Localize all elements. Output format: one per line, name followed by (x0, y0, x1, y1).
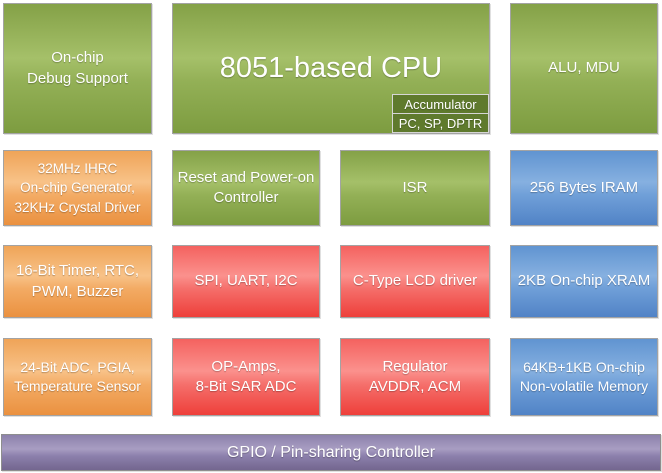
block-label: C-Type LCD driver (352, 272, 478, 290)
block-isr: ISR (340, 150, 490, 226)
block-nvm: 64KB+1KB On-chip Non-volatile Memory (510, 338, 658, 416)
cpu-label: 8051-based CPU (219, 51, 443, 84)
block-label: GPIO / Pin-sharing Controller (226, 443, 436, 461)
block-reset-controller: Reset and Power-on Controller (172, 150, 320, 226)
block-gpio-controller: GPIO / Pin-sharing Controller (1, 434, 661, 471)
block-opamps-sar-adc: OP-Amps, 8-Bit SAR ADC (172, 338, 320, 416)
block-label: 256 Bytes IRAM (529, 178, 639, 196)
block-label: 64KB+1KB On-chip Non-volatile Memory (519, 359, 649, 394)
block-label: 32MHz IHRC On-chip Generator, 32KHz Crys… (14, 160, 141, 215)
block-label: 16-Bit Timer, RTC, PWM, Buzzer (15, 262, 140, 300)
accumulator-label: Accumulator (404, 96, 477, 112)
block-label: OP-Amps, 8-Bit SAR ADC (195, 357, 297, 395)
block-label: ISR (402, 178, 428, 196)
block-alu-mdu: ALU, MDU (510, 3, 658, 134)
registers-box: PC, SP, DPTR (392, 113, 489, 133)
block-iram: 256 Bytes IRAM (510, 150, 658, 226)
block-label: 24-Bit ADC, PGIA, Temperature Sensor (14, 359, 141, 394)
cpu-register-group: Accumulator PC, SP, DPTR (392, 94, 489, 133)
block-label: ALU, MDU (548, 59, 620, 77)
block-8051-cpu: 8051-based CPU Accumulator PC, SP, DPTR (172, 3, 490, 134)
block-label: SPI, UART, I2C (194, 272, 298, 290)
block-lcd-driver: C-Type LCD driver (340, 245, 490, 318)
block-label: 2KB On-chip XRAM (517, 272, 651, 290)
block-spi-uart-i2c: SPI, UART, I2C (172, 245, 320, 318)
registers-label: PC, SP, DPTR (398, 115, 483, 131)
block-label: Reset and Power-on Controller (177, 168, 315, 206)
block-on-chip-debug-support: On-chip Debug Support (3, 3, 152, 134)
block-adc-pgia-temp: 24-Bit ADC, PGIA, Temperature Sensor (3, 338, 152, 416)
accumulator-box: Accumulator (392, 94, 489, 114)
block-regulator: Regulator AVDDR, ACM (340, 338, 490, 416)
block-label: On-chip Debug Support (27, 49, 128, 87)
block-timer-rtc-pwm: 16-Bit Timer, RTC, PWM, Buzzer (3, 245, 152, 318)
block-label: Regulator AVDDR, ACM (368, 357, 462, 395)
block-xram: 2KB On-chip XRAM (510, 245, 658, 318)
block-clock-generator: 32MHz IHRC On-chip Generator, 32KHz Crys… (3, 150, 152, 226)
